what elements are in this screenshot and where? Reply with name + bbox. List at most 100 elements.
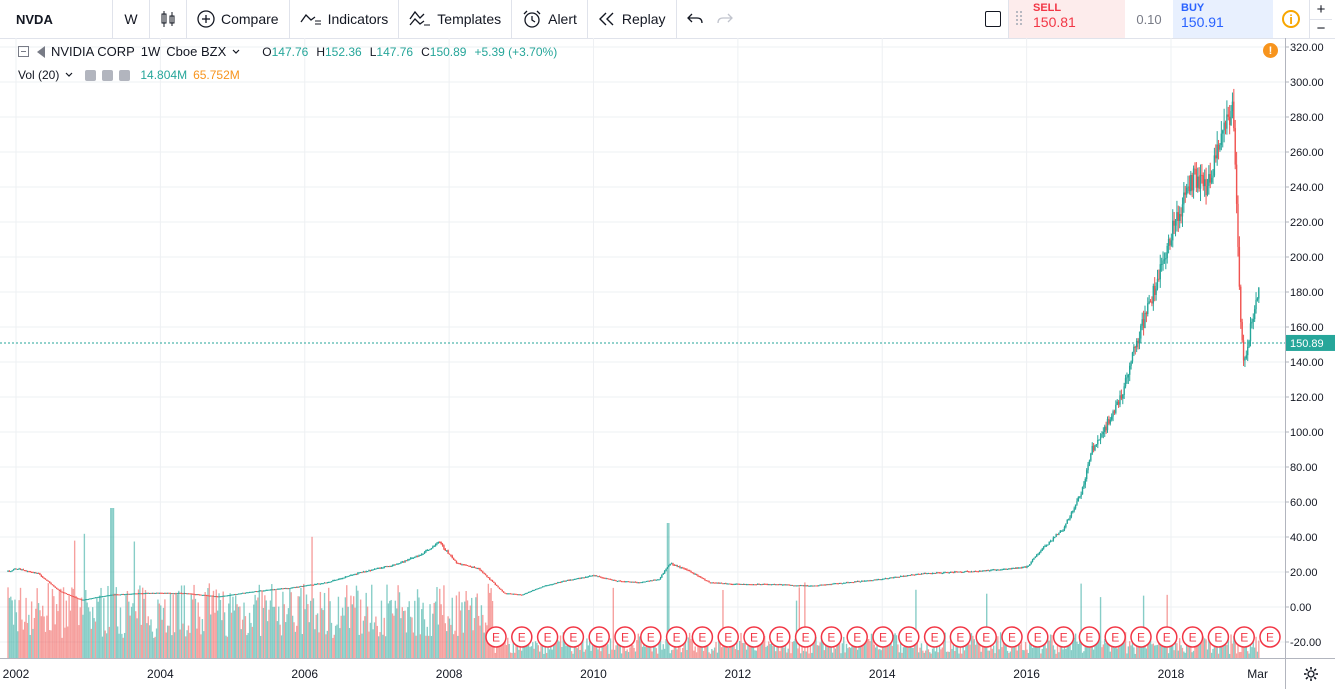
volume-bar — [1134, 653, 1136, 658]
candle-body — [171, 593, 173, 595]
volume-bar — [1198, 640, 1200, 658]
volume-bar — [1154, 645, 1156, 658]
chevron-down-icon[interactable] — [65, 72, 73, 78]
volume-bar — [893, 634, 895, 658]
volume-bar — [816, 645, 819, 658]
replay-button[interactable]: Replay — [588, 0, 677, 38]
candle-body — [545, 585, 548, 587]
earnings-marker: E — [665, 626, 688, 648]
candle-body — [191, 593, 194, 595]
volume-bar — [1155, 645, 1157, 658]
candle-body — [1081, 486, 1084, 495]
candle-body — [162, 592, 165, 594]
volume-bar — [193, 584, 195, 658]
candle-body — [1199, 174, 1202, 189]
candle-body — [87, 598, 90, 600]
volume-bar — [752, 640, 755, 658]
compare-button[interactable]: Compare — [187, 0, 290, 38]
volume-bar — [76, 597, 79, 658]
candle-body — [1048, 542, 1050, 545]
sell-button[interactable]: SELL 150.81 — [1009, 0, 1125, 38]
collapse-icon[interactable] — [18, 46, 29, 57]
alert-button[interactable]: Alert — [512, 0, 588, 38]
minus-button[interactable]: − — [1310, 18, 1332, 39]
chart-settings-button[interactable] — [1285, 658, 1335, 689]
volume-bar — [86, 602, 88, 658]
symbol-search[interactable]: NVDA — [0, 0, 113, 38]
volume-bar — [837, 639, 839, 658]
info-button[interactable]: i — [1273, 0, 1309, 38]
flag-icon[interactable] — [37, 45, 45, 58]
candle-body — [457, 562, 459, 564]
volume-bar — [123, 632, 126, 658]
candle-body — [851, 582, 853, 584]
candle-body — [135, 593, 137, 595]
earnings-marker: E — [820, 626, 843, 648]
candle-body — [901, 575, 903, 577]
volume-value: 14.804M — [140, 68, 188, 82]
chart-type-button[interactable] — [150, 0, 187, 38]
candle-body — [14, 568, 16, 570]
candle-body — [211, 595, 213, 597]
candle-body — [58, 589, 61, 591]
volume-bar — [657, 653, 659, 658]
volume-bar — [718, 635, 720, 658]
templates-button[interactable]: Templates — [399, 0, 513, 38]
candle-body — [770, 584, 773, 586]
candle-body — [1024, 566, 1027, 568]
candle-body — [178, 592, 180, 594]
candle-body — [173, 593, 176, 595]
volume-bar — [1001, 647, 1003, 658]
plus-button[interactable]: + — [1316, 0, 1326, 18]
price-scale[interactable]: 320.00300.00280.00260.00240.00220.00200.… — [1285, 38, 1335, 658]
indicators-button[interactable]: Indicators — [290, 0, 400, 38]
volume-bar — [677, 645, 680, 658]
candle-body — [1198, 176, 1200, 189]
earnings-marker: E — [898, 626, 920, 648]
volume-bar — [976, 634, 978, 658]
legend-exchange[interactable]: Cboe BZX — [166, 44, 227, 59]
eye-icon[interactable] — [85, 69, 97, 81]
volume-bar — [994, 653, 996, 658]
candle-body — [354, 574, 356, 576]
volume-bar — [537, 645, 540, 658]
candle-body — [221, 596, 223, 598]
candle-body — [296, 586, 298, 588]
volume-label[interactable]: Vol (20) — [18, 68, 60, 82]
volume-bar — [1052, 645, 1055, 658]
candle-body — [408, 559, 410, 561]
volume-bar — [658, 638, 660, 658]
candle-body — [800, 585, 802, 587]
candle-body — [197, 594, 199, 596]
time-scale[interactable]: 2002 2004 2006 2008 2010 2012 2014 2016 2018 Mar — [0, 658, 1285, 689]
candle-body — [26, 571, 29, 573]
rewind-icon — [598, 12, 614, 26]
candle-body — [325, 582, 327, 584]
candle-body — [1137, 340, 1139, 344]
undo-icon[interactable] — [686, 12, 703, 26]
earnings-marker-circle — [1078, 626, 1101, 648]
interval-button[interactable]: W — [113, 0, 150, 38]
volume-bar — [906, 647, 909, 658]
candle-body — [1154, 285, 1156, 295]
candle-body — [72, 596, 74, 598]
buy-button[interactable]: BUY 150.91 — [1173, 0, 1273, 38]
warning-icon[interactable]: ! — [1263, 43, 1278, 58]
candle-body — [1060, 530, 1063, 532]
volume-bar — [1205, 639, 1207, 658]
settings-icon[interactable] — [102, 69, 114, 81]
fullscreen-button[interactable] — [978, 0, 1009, 38]
candle-body — [636, 582, 638, 584]
candle-body — [495, 584, 498, 587]
close-icon[interactable] — [119, 69, 131, 81]
volume-bar — [719, 638, 721, 658]
candle-body — [552, 583, 555, 585]
drag-handle-icon[interactable] — [1015, 10, 1023, 26]
candle-body — [318, 583, 320, 585]
chevron-down-icon[interactable] — [232, 49, 240, 55]
redo-icon[interactable] — [716, 12, 733, 26]
candle-body — [722, 583, 724, 585]
volume-bar — [539, 651, 541, 658]
symbol-name[interactable]: NVIDIA CORP — [51, 44, 135, 59]
